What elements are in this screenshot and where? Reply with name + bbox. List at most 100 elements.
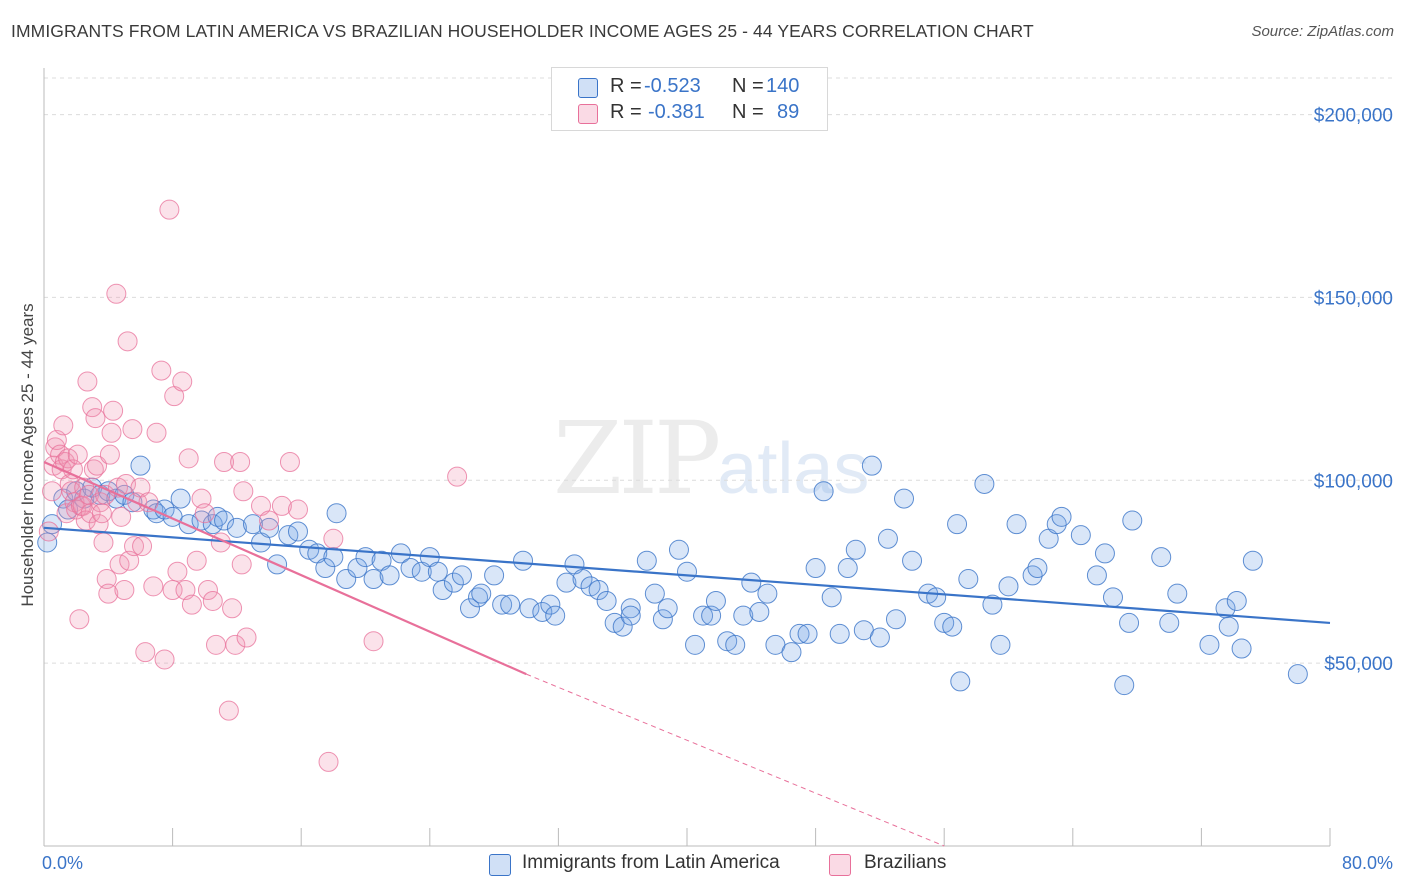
trend-line-brazilians-extension [526, 673, 945, 847]
latin-america-point [1218, 616, 1239, 637]
latin-america-point [451, 565, 472, 586]
x-tick-label: 80.0% [1342, 853, 1393, 873]
latin-america-point [1094, 543, 1115, 564]
latin-america-point [259, 517, 280, 538]
latin-america-point [789, 623, 810, 644]
latin-america-point [519, 598, 540, 619]
legend-r-value: -0.523 [644, 75, 701, 97]
brazilians-point [151, 360, 172, 381]
brazilians-point [98, 583, 119, 604]
watermark-zip: ZIP [553, 400, 721, 517]
latin-america-point [226, 517, 247, 538]
brazilians-point [214, 452, 235, 472]
brazilians-point [287, 499, 308, 520]
latin-america-point [545, 605, 566, 626]
latin-america-point [725, 634, 746, 655]
brazilians-point [218, 700, 239, 721]
latin-america-point [829, 623, 850, 644]
latin-america-point [693, 605, 714, 626]
latin-america-point [471, 583, 492, 604]
latin-america-point [652, 609, 673, 630]
latin-america-point [942, 616, 963, 637]
latin-america-point [130, 455, 151, 476]
brazilians-point [96, 569, 117, 590]
legend-r-value: -0.381 [648, 101, 705, 123]
legend-swatch-blue [489, 854, 511, 876]
brazilians-point [88, 514, 109, 535]
series-brazilians-points [38, 199, 468, 772]
latin-america-point [620, 605, 641, 626]
latin-america-point [1070, 525, 1091, 546]
latin-america-point [797, 623, 818, 644]
latin-america-point [741, 572, 762, 593]
brazilians-point [93, 532, 114, 553]
brazilians-point [159, 199, 180, 220]
latin-america-point [287, 521, 308, 542]
latin-america-point [636, 550, 657, 571]
brazilians-point [231, 554, 252, 575]
brazilians-point [167, 561, 188, 582]
brazilians-point [279, 452, 300, 472]
brazilians-point [175, 580, 196, 600]
latin-america-point [869, 627, 890, 648]
brazilians-point [101, 422, 122, 443]
brazilians-point [230, 452, 251, 472]
legend-r-label: R = [610, 75, 642, 97]
latin-america-point [990, 634, 1011, 655]
latin-america-point [705, 590, 726, 611]
latin-america-point [1006, 514, 1027, 535]
brazilians-point [154, 649, 175, 670]
brazilians-point [181, 594, 202, 615]
legend-n-label: N = [732, 75, 764, 97]
latin-america-point [902, 550, 923, 571]
brazilians-point [99, 444, 120, 465]
latin-america-point [1159, 612, 1180, 633]
brazilians-point [447, 466, 468, 487]
brazilians-point [91, 503, 112, 524]
latin-america-point [757, 583, 778, 604]
brazilians-point [132, 536, 153, 557]
latin-america-point [805, 558, 826, 579]
tick-labels: $50,000 $100,000 $150,000 $200,000 0.0% 80.0%… [18, 106, 1393, 873]
latin-america-point [596, 590, 617, 611]
latin-america-point [749, 601, 770, 622]
brazilians-point [69, 609, 90, 630]
brazilians-point [103, 400, 124, 421]
latin-america-point [347, 558, 368, 579]
brazilians-point [79, 484, 100, 505]
legend-swatch-pink [829, 854, 851, 876]
y-tick-label: $200,000 [1314, 106, 1393, 127]
latin-america-point [813, 481, 834, 502]
brazilians-point [83, 459, 104, 480]
brazilians-point [67, 444, 88, 465]
latin-america-point [1027, 558, 1048, 579]
latin-america-point [242, 514, 263, 535]
latin-america-point [336, 569, 357, 590]
x-tick-label: 0.0% [42, 853, 83, 873]
brazilians-point [271, 495, 292, 516]
brazilians-point [77, 371, 98, 392]
trend-line-brazilians [43, 460, 527, 676]
latin-america-point [170, 488, 191, 509]
latin-america-point [877, 528, 898, 549]
latin-america-point [400, 558, 421, 579]
brazilians-point [259, 510, 280, 531]
latin-america-point [982, 594, 1003, 615]
latin-america-point [572, 569, 593, 590]
latin-america-point [620, 598, 641, 619]
chart-title: IMMIGRANTS FROM LATIN AMERICA VS BRAZILI… [11, 21, 1034, 41]
brazilians-point [82, 397, 103, 418]
y-tick-label: $50,000 [1324, 654, 1393, 675]
latin-america-point [644, 583, 665, 604]
legend-n-value: 89 [777, 101, 800, 123]
brazilians-point [206, 634, 227, 655]
latin-america-point [950, 671, 971, 692]
brazilians-point [318, 751, 339, 772]
latin-america-point [513, 550, 534, 571]
latin-america-point [781, 642, 802, 663]
brazilians-point [178, 448, 199, 469]
latin-america-point [588, 580, 609, 600]
latin-america-point [1119, 612, 1140, 633]
legend-n-value: 140 [766, 75, 800, 97]
brazilians-point [143, 576, 164, 597]
